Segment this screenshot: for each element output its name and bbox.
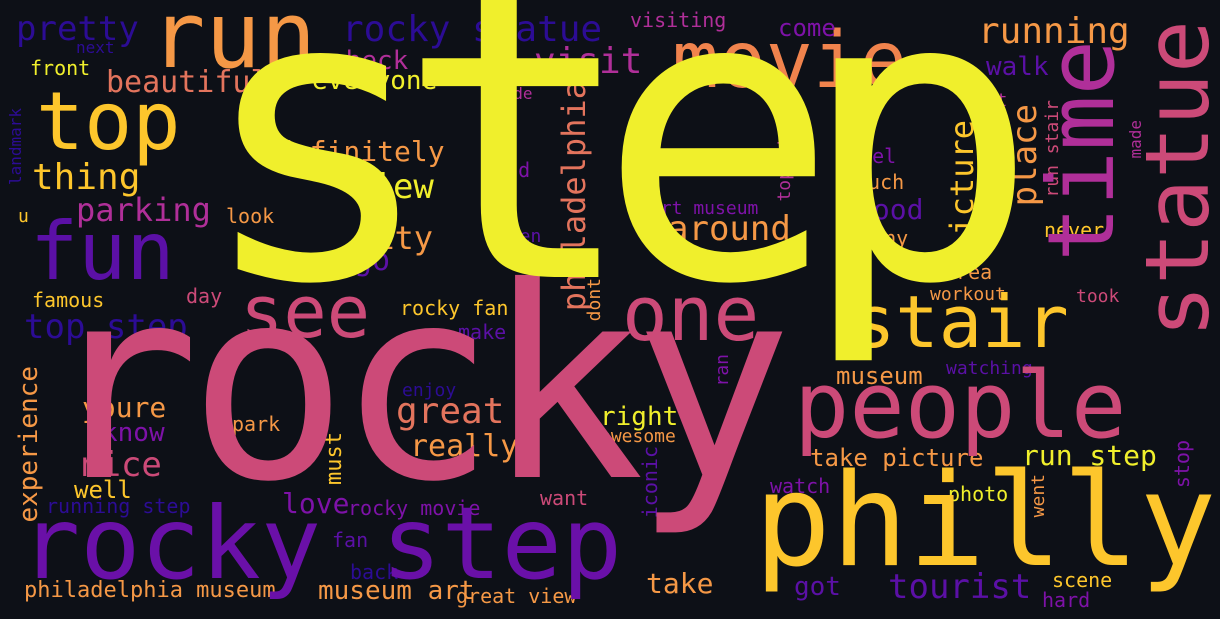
- word-beautiful: beautiful: [106, 65, 269, 100]
- word-want: want: [540, 486, 589, 510]
- word-u: u: [18, 206, 29, 227]
- word-step: step: [196, 0, 1039, 372]
- word-right: right: [600, 402, 679, 432]
- word-rocky-step: rocky step: [20, 485, 623, 602]
- word-pretty: pretty: [16, 9, 139, 49]
- word-much: much: [856, 170, 905, 194]
- word-run: run: [150, 0, 317, 89]
- word-awesome: awesome: [600, 426, 676, 447]
- word-around: around: [668, 209, 791, 249]
- word-make: make: [458, 320, 507, 344]
- word-go: go: [354, 243, 391, 278]
- word-well: well: [74, 476, 132, 504]
- word-definitely: definitely: [276, 135, 445, 168]
- word-day: day: [186, 284, 223, 308]
- word-love: love: [282, 487, 350, 520]
- word-top-step: top step: [24, 307, 188, 347]
- word-running-step: running step: [46, 494, 191, 518]
- word-youre: youre: [82, 391, 167, 424]
- word-many: many: [860, 226, 909, 250]
- word-rocky-statue: rocky statue: [342, 9, 603, 50]
- word-nice: nice: [80, 445, 162, 485]
- word-never: never: [1044, 218, 1105, 242]
- word-spot: spot: [964, 90, 1008, 111]
- word-took: took: [1076, 286, 1120, 307]
- word-front: front: [30, 56, 91, 80]
- word-statue: statue: [1126, 20, 1220, 338]
- word-tourist: tourist: [888, 567, 1032, 607]
- word-photo: photo: [948, 482, 1009, 506]
- word-rocky: rocky: [40, 230, 793, 540]
- word-workout: workout: [930, 284, 1006, 305]
- word-philly: philly: [754, 447, 1217, 596]
- word-take: take: [646, 567, 714, 600]
- word-movie: movie: [672, 16, 907, 106]
- word-one: one: [622, 269, 760, 358]
- word-watch: watch: [770, 474, 831, 498]
- word-visit: visit: [534, 41, 643, 82]
- word-come: come: [778, 14, 836, 42]
- word-enjoy: enjoy: [402, 380, 457, 401]
- word-people: people: [794, 352, 1127, 459]
- word-walk: walk: [986, 52, 1049, 82]
- word-park: park: [232, 412, 281, 436]
- word-great-view: great view: [456, 584, 577, 608]
- word-art-museum: art museum: [650, 198, 759, 219]
- word-watching: watching: [946, 358, 1033, 379]
- word-everyone: everyone: [312, 66, 438, 96]
- word-running: running: [978, 11, 1130, 52]
- word-rocky-movie: rocky movie: [348, 496, 481, 520]
- word-area: area: [944, 260, 993, 284]
- word-see: see: [240, 270, 371, 354]
- word-really: really: [410, 429, 519, 464]
- word-know: know: [102, 418, 165, 448]
- word-city: city: [356, 219, 434, 257]
- word-great: great: [396, 391, 505, 432]
- word-thing: thing: [32, 157, 141, 198]
- word-next: next: [76, 38, 115, 57]
- word-didnt: didnt: [310, 158, 371, 182]
- word-museum-art: museum art: [318, 576, 475, 606]
- word-back: back: [350, 560, 399, 584]
- word-view: view: [352, 167, 434, 207]
- word-parking: parking: [76, 191, 211, 229]
- word-look: look: [226, 204, 275, 228]
- word-stair: stair: [852, 280, 1069, 364]
- word-head: head: [482, 158, 531, 182]
- word-check: check: [330, 46, 409, 76]
- word-philadelphia-museum: philadelphia museum: [24, 578, 276, 603]
- word-run-step: run step: [1022, 439, 1157, 472]
- word-top: top: [36, 75, 181, 168]
- word-hard: hard: [1042, 588, 1091, 612]
- word-way: way: [408, 324, 445, 348]
- word-famous: famous: [32, 288, 105, 312]
- word-visiting: visiting: [630, 8, 727, 32]
- word-side: side: [494, 84, 533, 103]
- word-good: good: [856, 193, 924, 226]
- word-time: time: [1028, 40, 1135, 262]
- word-scene: scene: [1052, 568, 1113, 592]
- word-take-picture: take picture: [810, 444, 984, 472]
- word-fun: fun: [30, 205, 175, 298]
- word-even: even: [498, 226, 542, 247]
- word-rocky-fan: rocky fan: [400, 296, 509, 320]
- word-got: got: [794, 572, 841, 602]
- word-landmark: landmark: [6, 108, 25, 186]
- word-museum: museum: [836, 362, 923, 390]
- word-feel: feel: [848, 144, 897, 168]
- word-fan: fan: [332, 528, 369, 552]
